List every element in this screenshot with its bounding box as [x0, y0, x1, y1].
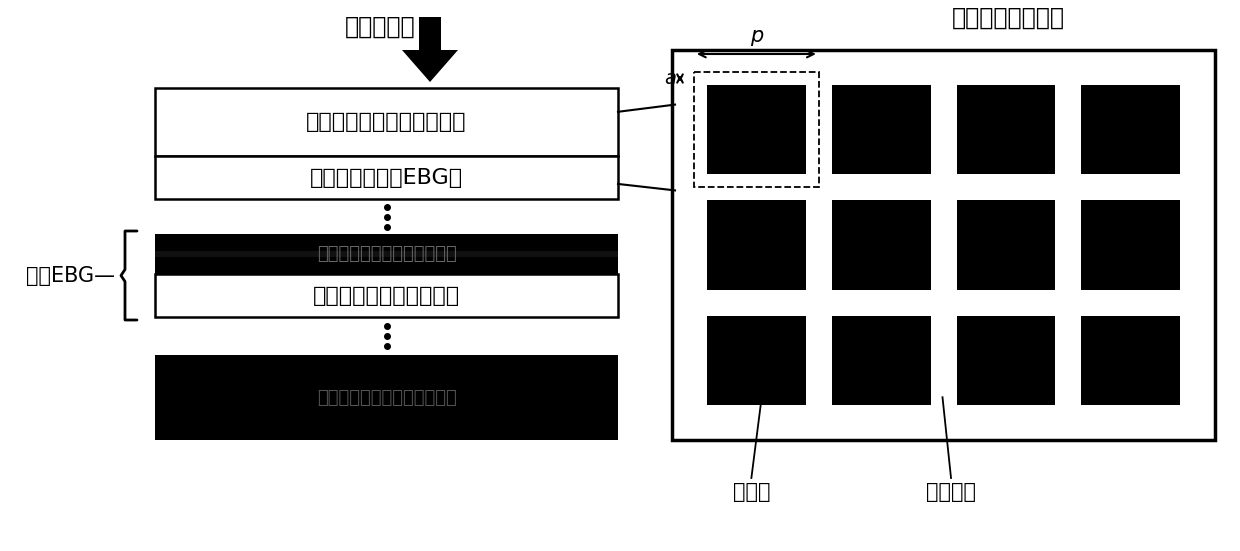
- Bar: [832, 85, 930, 174]
- Text: 吸波介质: 吸波介质: [926, 482, 976, 502]
- Text: 电磁带隙结构（EBG）: 电磁带隙结构（EBG）: [310, 168, 463, 187]
- Text: 周期性金属箔网格: 周期性金属箔网格: [952, 6, 1065, 30]
- Text: a: a: [663, 69, 676, 88]
- Bar: [155, 274, 618, 317]
- Bar: [155, 88, 618, 156]
- Bar: [155, 355, 618, 440]
- Bar: [155, 251, 618, 257]
- Text: 金属箔: 金属箔: [733, 482, 770, 502]
- Bar: [1081, 201, 1180, 290]
- Bar: [1081, 85, 1180, 174]
- Bar: [956, 85, 1055, 174]
- Bar: [707, 316, 806, 405]
- Bar: [1081, 316, 1180, 405]
- Text: p: p: [750, 26, 763, 46]
- Text: 硅树脂基吸波介质（顶层）: 硅树脂基吸波介质（顶层）: [306, 112, 466, 132]
- Bar: [694, 72, 818, 187]
- Polygon shape: [402, 50, 458, 82]
- Bar: [155, 234, 618, 274]
- Text: 硅树脂基吸波介质（中间层）: 硅树脂基吸波介质（中间层）: [316, 388, 456, 407]
- Bar: [956, 316, 1055, 405]
- Text: 硅树脂基吸波介质（中间层）: 硅树脂基吸波介质（中间层）: [316, 245, 456, 263]
- Bar: [672, 50, 1215, 440]
- Text: 电磁带隙结构（中间层）: 电磁带隙结构（中间层）: [312, 285, 460, 305]
- Bar: [707, 85, 806, 174]
- Bar: [707, 201, 806, 290]
- Bar: [832, 316, 930, 405]
- Text: 入射电磁波: 入射电磁波: [345, 15, 415, 39]
- Bar: [419, 17, 441, 50]
- Bar: [155, 156, 618, 199]
- Bar: [832, 201, 930, 290]
- Bar: [956, 201, 1055, 290]
- Text: 多层EBG—: 多层EBG—: [26, 266, 115, 285]
